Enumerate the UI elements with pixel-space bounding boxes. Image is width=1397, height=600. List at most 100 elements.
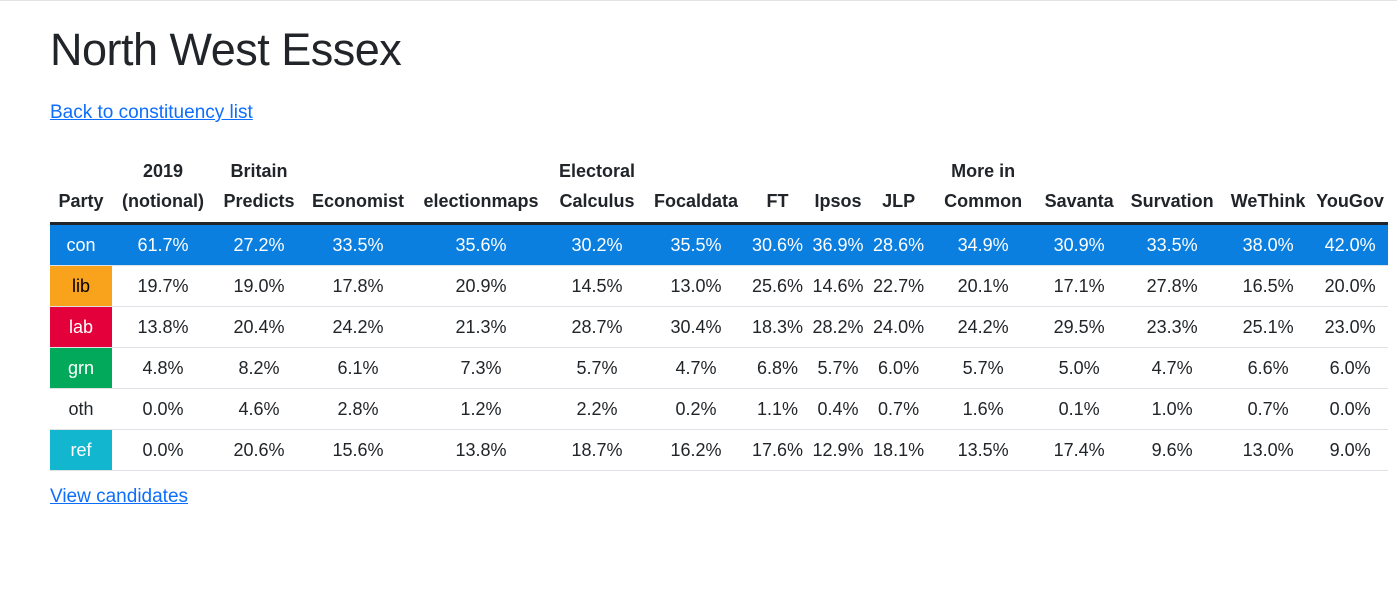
- value-cell: 18.7%: [550, 429, 644, 471]
- party-cell: lib: [50, 265, 112, 307]
- column-header: JLP: [869, 152, 929, 225]
- value-cell: 13.0%: [644, 265, 748, 307]
- value-cell: 4.7%: [1120, 347, 1225, 389]
- value-cell: 20.4%: [214, 306, 304, 348]
- party-cell: con: [50, 223, 112, 266]
- table-row-lab: lab 13.8% 20.4% 24.2% 21.3% 28.7% 30.4% 18.3% 28…: [50, 306, 1389, 348]
- column-header: WeThink: [1224, 152, 1313, 225]
- column-header-label: Predicts: [223, 191, 295, 211]
- column-header: 2019 (notional): [112, 152, 214, 225]
- value-cell: 13.8%: [112, 306, 214, 348]
- column-header: electionmaps: [412, 152, 550, 225]
- column-header-label: Survation: [1130, 191, 1214, 211]
- value-cell: 30.6%: [748, 223, 808, 266]
- value-cell: 30.9%: [1038, 223, 1121, 266]
- value-cell: 0.2%: [644, 388, 748, 430]
- value-cell: 25.6%: [748, 265, 808, 307]
- value-cell: 21.3%: [412, 306, 550, 348]
- projections-table: Party 2019 (notional) Britain Predicts Econo…: [50, 152, 1389, 471]
- value-cell: 35.6%: [412, 223, 550, 266]
- value-cell: 17.6%: [748, 429, 808, 471]
- table-row-oth: oth 0.0% 4.6% 2.8% 1.2% 2.2% 0.2% 1.1% 0.4% 0.7% 1…: [50, 388, 1389, 430]
- value-cell: 13.0%: [1224, 429, 1313, 471]
- column-header-label: WeThink: [1230, 191, 1306, 211]
- value-cell: 18.3%: [748, 306, 808, 348]
- value-cell: 1.6%: [928, 388, 1039, 430]
- value-cell: 8.2%: [214, 347, 304, 389]
- column-header-label: Savanta: [1044, 191, 1114, 211]
- value-cell: 20.0%: [1312, 265, 1389, 307]
- value-cell: 5.7%: [807, 347, 870, 389]
- column-header-label: [752, 156, 803, 186]
- column-header-label: Britain: [230, 161, 288, 181]
- value-cell: 22.7%: [869, 265, 929, 307]
- value-cell: 24.0%: [869, 306, 929, 348]
- value-cell: 5.7%: [928, 347, 1039, 389]
- table-row-lib: lib 19.7% 19.0% 17.8% 20.9% 14.5% 13.0% 25.6% 14…: [50, 265, 1389, 307]
- value-cell: 1.2%: [412, 388, 550, 430]
- column-header: YouGov: [1312, 152, 1389, 225]
- column-header: Party: [50, 152, 112, 225]
- column-header: FT: [748, 152, 808, 225]
- back-to-constituency-list-link[interactable]: Back to constituency list: [50, 102, 253, 123]
- value-cell: 12.9%: [807, 429, 870, 471]
- column-header-label: More in: [951, 161, 1016, 181]
- value-cell: 28.2%: [807, 306, 870, 348]
- value-cell: 19.7%: [112, 265, 214, 307]
- column-header-label: 2019: [142, 161, 184, 181]
- value-cell: 2.8%: [304, 388, 412, 430]
- value-cell: 25.1%: [1224, 306, 1313, 348]
- value-cell: 23.3%: [1120, 306, 1225, 348]
- value-cell: 0.1%: [1038, 388, 1121, 430]
- value-cell: 9.6%: [1120, 429, 1225, 471]
- party-cell: lab: [50, 306, 112, 348]
- value-cell: 18.1%: [869, 429, 929, 471]
- value-cell: 1.1%: [748, 388, 808, 430]
- column-header-label: Electoral: [558, 161, 636, 181]
- table-header-row: Party 2019 (notional) Britain Predicts Econo…: [50, 152, 1389, 225]
- table-body: con 61.7% 27.2% 33.5% 35.6% 30.2% 35.5% 30.6% 36…: [50, 223, 1389, 471]
- value-cell: 14.5%: [550, 265, 644, 307]
- value-cell: 0.0%: [112, 429, 214, 471]
- table-row-ref: ref 0.0% 20.6% 15.6% 13.8% 18.7% 16.2% 17.6% 12.…: [50, 429, 1389, 471]
- value-cell: 4.7%: [644, 347, 748, 389]
- value-cell: 20.6%: [214, 429, 304, 471]
- value-cell: 28.6%: [869, 223, 929, 266]
- value-cell: 30.4%: [644, 306, 748, 348]
- column-header-label: [1316, 156, 1384, 186]
- column-header: Britain Predicts: [214, 152, 304, 225]
- value-cell: 2.2%: [550, 388, 644, 430]
- top-divider: [0, 0, 1397, 1]
- value-cell: 27.2%: [214, 223, 304, 266]
- value-cell: 13.8%: [412, 429, 550, 471]
- value-cell: 35.5%: [644, 223, 748, 266]
- value-cell: 9.0%: [1312, 429, 1389, 471]
- value-cell: 16.2%: [644, 429, 748, 471]
- column-header-label: Calculus: [559, 191, 635, 211]
- value-cell: 33.5%: [1120, 223, 1225, 266]
- value-cell: 36.9%: [807, 223, 870, 266]
- value-cell: 6.1%: [304, 347, 412, 389]
- value-cell: 16.5%: [1224, 265, 1313, 307]
- page-title: North West Essex: [50, 24, 402, 75]
- value-cell: 34.9%: [928, 223, 1039, 266]
- table-row-con: con 61.7% 27.2% 33.5% 35.6% 30.2% 35.5% 30.6% 36…: [50, 223, 1389, 266]
- column-header-label: [1228, 156, 1308, 186]
- view-candidates-link[interactable]: View candidates: [50, 486, 189, 507]
- column-header-label: [811, 156, 865, 186]
- column-header: More in Common: [928, 152, 1039, 225]
- value-cell: 4.6%: [214, 388, 304, 430]
- value-cell: 0.4%: [807, 388, 870, 430]
- value-cell: 29.5%: [1038, 306, 1121, 348]
- column-header: Savanta: [1038, 152, 1121, 225]
- value-cell: 38.0%: [1224, 223, 1313, 266]
- value-cell: 17.4%: [1038, 429, 1121, 471]
- column-header-label: YouGov: [1316, 191, 1384, 211]
- value-cell: 13.5%: [928, 429, 1039, 471]
- value-cell: 30.2%: [550, 223, 644, 266]
- column-header-label: [416, 156, 546, 186]
- party-cell: grn: [50, 347, 112, 389]
- value-cell: 6.0%: [1312, 347, 1389, 389]
- value-cell: 15.6%: [304, 429, 412, 471]
- value-cell: 0.7%: [1224, 388, 1313, 430]
